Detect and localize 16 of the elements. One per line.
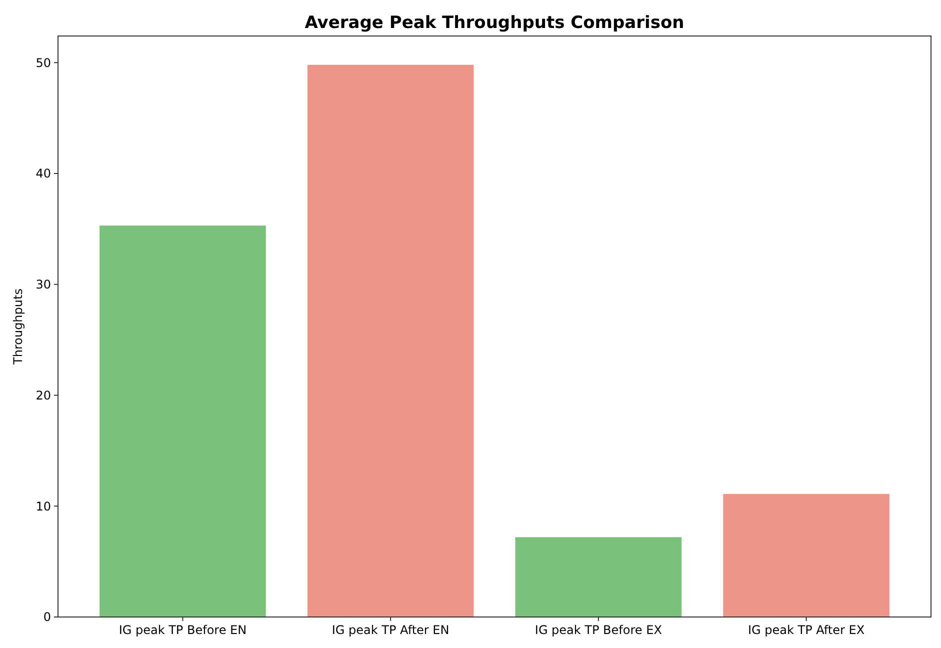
y-tick-label: 40: [36, 166, 51, 181]
x-tick-label: IG peak TP After EX: [748, 623, 865, 637]
y-tick-label: 0: [43, 610, 51, 624]
chart-title: Average Peak Throughputs Comparison: [304, 13, 684, 33]
y-tick-label: 30: [36, 278, 51, 292]
y-tick-label: 10: [36, 499, 51, 514]
x-tick-label: IG peak TP Before EN: [118, 623, 247, 637]
bar: [307, 64, 474, 617]
y-tick-label: 20: [36, 388, 51, 402]
y-tick-label: 50: [36, 56, 51, 70]
bar: [515, 537, 682, 617]
x-tick-label: IG peak TP Before EX: [534, 623, 662, 637]
x-tick-label: IG peak TP After EN: [332, 623, 450, 637]
bar: [723, 494, 890, 617]
bar: [100, 226, 266, 617]
y-axis-title: Throughputs: [11, 288, 25, 366]
